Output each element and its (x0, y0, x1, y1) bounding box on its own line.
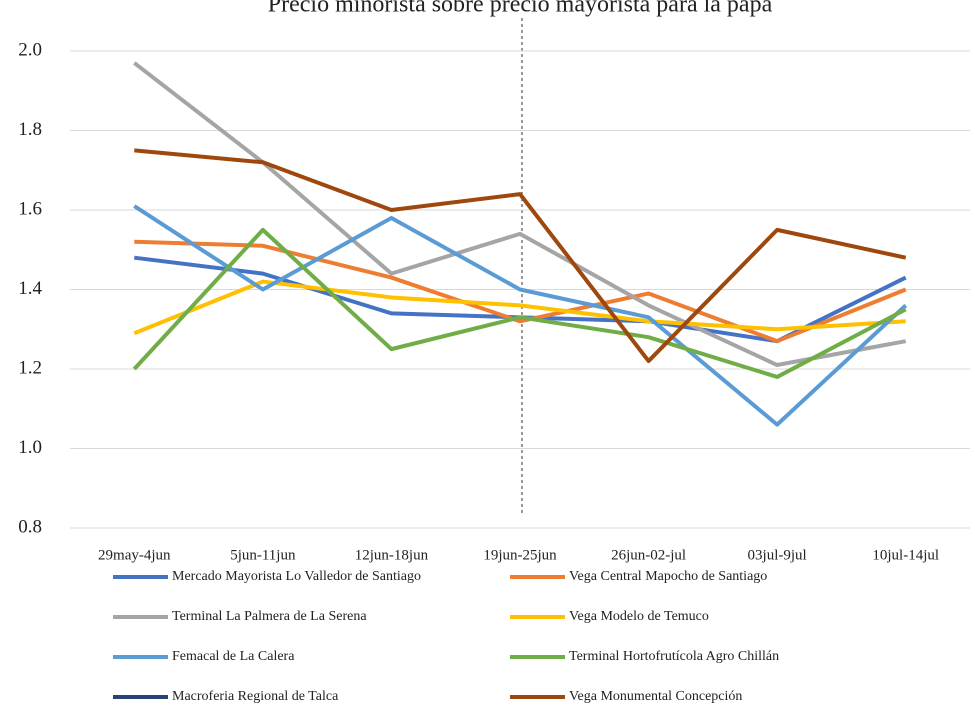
legend-label: Vega Central Mapocho de Santiago (569, 569, 767, 584)
series-line (134, 148, 907, 364)
y-tick-label: 0.8 (18, 516, 42, 537)
x-tick-label: 26jun-02-jul (611, 547, 686, 563)
legend-label: Vega Modelo de Temuco (569, 609, 709, 624)
x-tick-label: 10jul-14jul (872, 547, 939, 563)
legend-label: Terminal La Palmera de La Serena (172, 609, 367, 624)
series-line (134, 239, 907, 344)
legend-label: Mercado Mayorista Lo Valledor de Santiag… (172, 569, 421, 584)
y-tick-label: 1.0 (18, 437, 42, 458)
y-tick-label: 1.6 (18, 198, 42, 219)
legend-label: Macroferia Regional de Talca (172, 689, 339, 704)
legend-label: Terminal Hortofrutícola Agro Chillán (569, 649, 779, 664)
x-tick-label: 12jun-18jun (355, 547, 429, 563)
chart-title: Precio minorista sobre precio mayorista … (268, 0, 773, 18)
x-tick-label: 19jun-25jun (483, 547, 557, 563)
x-tick-label: 5jun-11jun (230, 547, 296, 563)
legend-label: Vega Monumental Concepción (569, 689, 742, 704)
series-line (132, 227, 907, 379)
y-tick-label: 1.8 (18, 119, 42, 140)
legend-label: Femacal de La Calera (172, 649, 295, 664)
series-line (133, 279, 906, 336)
series-line (133, 204, 908, 427)
y-tick-label: 2.0 (18, 39, 42, 60)
y-tick-label: 1.2 (18, 357, 42, 378)
x-tick-label: 03jul-9jul (748, 547, 807, 563)
y-tick-label: 1.4 (18, 278, 42, 299)
x-tick-label: 29may-4jun (98, 547, 171, 563)
